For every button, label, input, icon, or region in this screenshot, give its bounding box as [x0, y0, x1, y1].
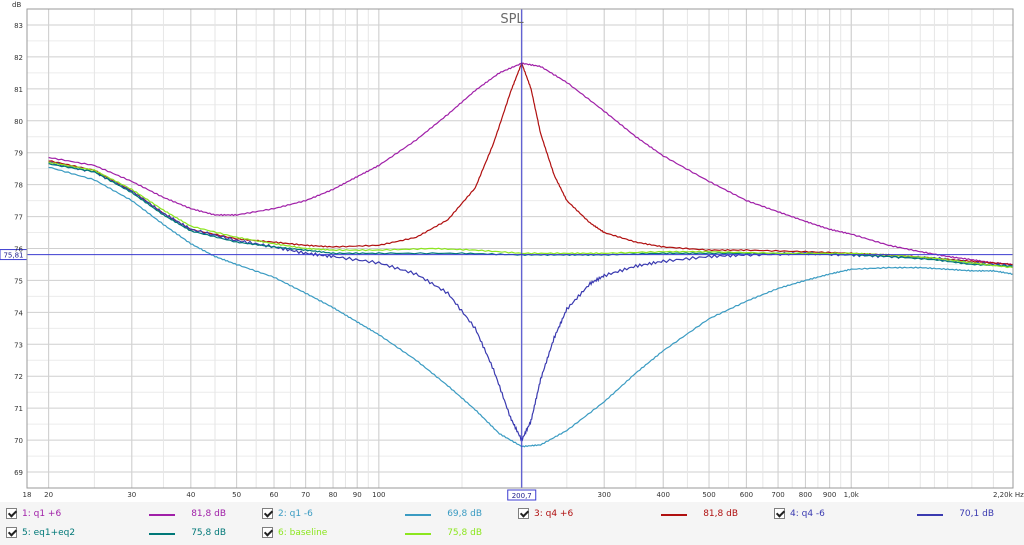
axes-layer: 69 70 71 72 73 74 75 76 77 78 79 80 81 82 83 18 20 30 40 50…: [14, 8, 1024, 499]
plot-background: [0, 0, 1024, 502]
y-tick-label: 78: [14, 182, 23, 190]
legend-swatch: [149, 514, 175, 516]
series-line-5: [48, 162, 1014, 267]
cursor-x-readout: 200,7: [512, 492, 532, 500]
x-tick-label: 90: [353, 491, 362, 499]
y-tick-label: 82: [14, 54, 23, 62]
x-tick-label: 20: [44, 491, 53, 499]
x-tick-label: 70: [301, 491, 310, 499]
x-tick-label: 60: [270, 491, 279, 499]
y-tick-label: 70: [14, 437, 23, 445]
y-tick-label: 76: [14, 246, 23, 254]
x-tick-label: 30: [127, 491, 136, 499]
x-tick-label: 18: [23, 491, 32, 499]
legend-label: 2: q1 -6: [278, 509, 313, 519]
legend-value: 81,8 dB: [191, 509, 226, 519]
legend-label: 6: baseline: [278, 528, 328, 538]
x-tick-label: 80: [329, 491, 338, 499]
x-tick-label: 2,20k Hz: [993, 491, 1024, 499]
legend-label: 1: q1 +6: [22, 509, 62, 519]
y-tick-label: 71: [14, 405, 23, 413]
legend-value: 81,8 dB: [703, 509, 738, 519]
series-line-2: [48, 166, 1014, 448]
legend-value: 75,8 dB: [447, 528, 482, 538]
legend-label: 3: q4 +6: [534, 509, 574, 519]
legend-swatch: [405, 533, 431, 535]
x-tick-label: 800: [799, 491, 812, 499]
x-tick-label: 300: [598, 491, 611, 499]
legend-checkbox[interactable]: [774, 508, 785, 519]
grid: [26, 8, 1014, 489]
y-tick-label: 79: [14, 150, 23, 158]
legend-checkbox[interactable]: [6, 508, 17, 519]
x-tick-label: 500: [702, 491, 715, 499]
y-tick-label: 73: [14, 341, 23, 349]
y-tick-label: 83: [14, 22, 23, 30]
legend-checkbox[interactable]: [6, 527, 17, 538]
legend-item[interactable]: 6: baseline 75,8 dB: [262, 524, 502, 542]
legend-swatch: [661, 514, 687, 516]
x-tick-label: 600: [740, 491, 753, 499]
y-tick-label: 80: [14, 118, 23, 126]
x-tick-label: 100: [372, 491, 385, 499]
series-line-3: [48, 61, 1014, 266]
cursor-layer[interactable]: 75,81 200,7: [0, 9, 1013, 501]
x-tick-label: 1,0k: [844, 491, 860, 499]
y-tick-label: 81: [14, 86, 23, 94]
cursor-y-readout: 75,81: [3, 252, 23, 260]
legend-item[interactable]: 3: q4 +6 81,8 dB: [518, 505, 758, 523]
cursor-x-readout-box: [507, 489, 537, 501]
x-tick-label: 40: [186, 491, 195, 499]
legend-item[interactable]: 4: q4 -6 70,1 dB: [774, 505, 1014, 523]
y-tick-label: 77: [14, 214, 23, 222]
legend-swatch: [149, 533, 175, 535]
x-tick-label: 700: [771, 491, 784, 499]
legend: 1: q1 +6 81,8 dB 2: q1 -6 69,8 dB 3: q4 +6 81…: [0, 502, 1024, 545]
legend-checkbox[interactable]: [518, 508, 529, 519]
legend-swatch: [405, 514, 431, 516]
y-axis-unit-label: dB: [12, 1, 21, 9]
legend-label: 5: eq1+eq2: [22, 528, 76, 538]
legend-swatch: [917, 514, 943, 516]
y-tick-label: 72: [14, 373, 23, 381]
x-tick-label: 50: [232, 491, 241, 499]
series-layer: [48, 61, 1014, 448]
legend-value: 75,8 dB: [191, 528, 226, 538]
series-line-1: [48, 62, 1014, 266]
series-line-6: [48, 161, 1014, 269]
plot-frame: [26, 8, 1014, 489]
y-tick-label: 75: [14, 277, 23, 285]
chart-title: SPL: [500, 12, 524, 27]
legend-value: 70,1 dB: [959, 509, 994, 519]
legend-value: 69,8 dB: [447, 509, 482, 519]
legend-item[interactable]: 2: q1 -6 69,8 dB: [262, 505, 502, 523]
y-tick-label: 69: [14, 469, 23, 477]
y-tick-label: 74: [14, 309, 23, 317]
x-tick-label: 400: [657, 491, 670, 499]
legend-label: 4: q4 -6: [790, 509, 825, 519]
legend-checkbox[interactable]: [262, 527, 273, 538]
spl-chart[interactable]: 75,81 200,7 69 70 71 72 73 74 75 76 77 78 79 80 81 82 8…: [0, 0, 1024, 502]
legend-item[interactable]: 5: eq1+eq2 75,8 dB: [6, 524, 246, 542]
legend-item[interactable]: 1: q1 +6 81,8 dB: [6, 505, 246, 523]
legend-checkbox[interactable]: [262, 508, 273, 519]
x-tick-label: 900: [823, 491, 836, 499]
